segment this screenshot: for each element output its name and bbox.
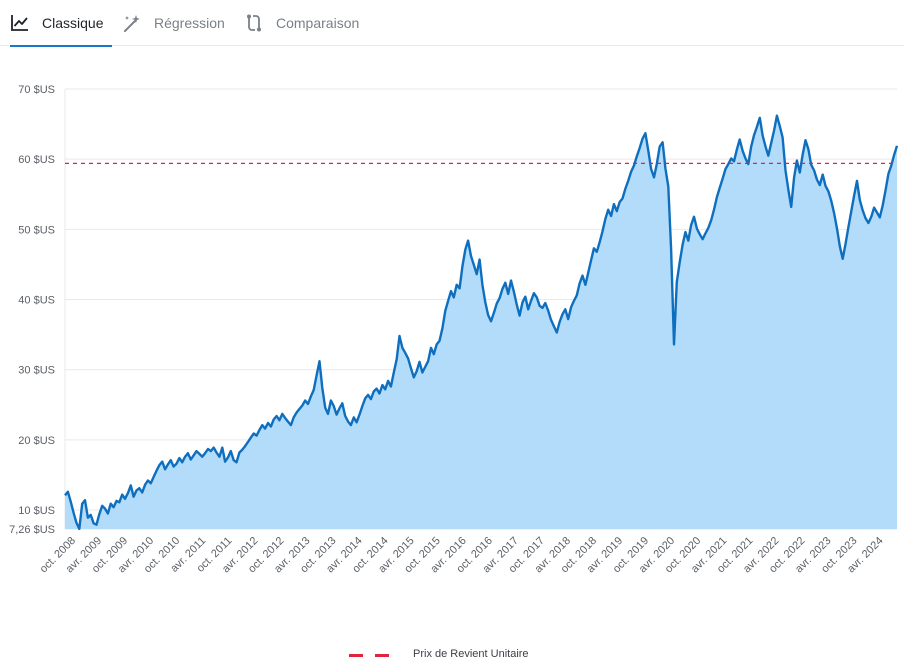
magic-wand-icon: [122, 13, 142, 33]
y-tick-label: 7,26 $US: [9, 524, 55, 536]
price-area-fill: [65, 115, 897, 530]
legend-dashed-swatch: [349, 654, 389, 657]
y-tick-label: 40 $US: [18, 295, 55, 307]
y-tick-label: 10 $US: [18, 505, 55, 517]
chart-view-tabs: Classique Régression Comparaison: [0, 0, 904, 47]
tab-label: Classique: [42, 15, 104, 31]
y-tick-label: 30 $US: [18, 365, 55, 377]
tab-comparaison[interactable]: Comparaison: [244, 0, 359, 46]
y-tick-label: 70 $US: [18, 84, 55, 96]
price-area-chart: 7,26 $US 10 $US 20 $US 30 $US 40 $US 50 $US 60…: [9, 84, 899, 575]
legend-label: Prix de Revient Unitaire: [413, 648, 529, 660]
y-tick-label: 50 $US: [18, 224, 55, 236]
tab-label: Comparaison: [276, 15, 360, 31]
tab-label: Régression: [154, 15, 225, 31]
tab-regression[interactable]: Régression: [122, 0, 225, 46]
compare-arrows-icon: [244, 13, 264, 33]
chart-legend: Prix de Revient Unitaire: [0, 640, 904, 670]
tab-classique[interactable]: Classique: [10, 0, 114, 47]
line-chart-icon: [10, 13, 30, 33]
y-tick-label: 60 $US: [18, 154, 55, 166]
price-series-line: [64, 114, 899, 531]
y-tick-label: 20 $US: [18, 435, 55, 447]
